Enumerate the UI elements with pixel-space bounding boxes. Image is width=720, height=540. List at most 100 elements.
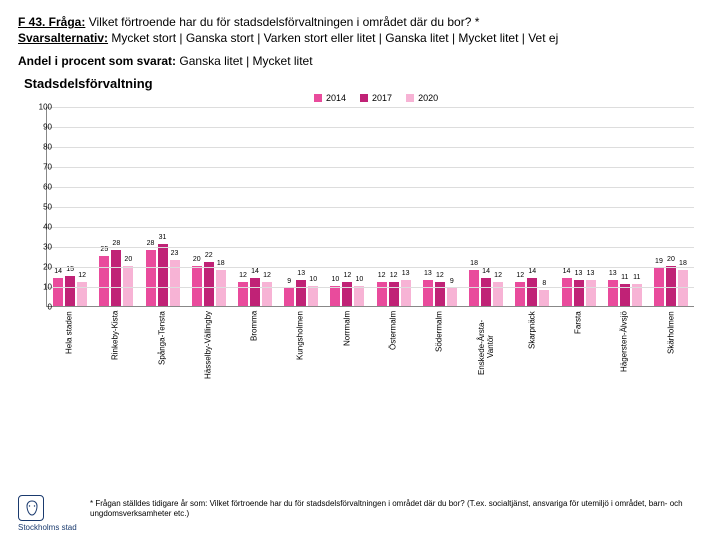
andel-label: Andel i procent som svarat: bbox=[18, 54, 176, 68]
logo-mark bbox=[18, 495, 44, 521]
question-line: F 43. Fråga: Vilket förtroende har du fö… bbox=[18, 14, 702, 46]
bar: 20 bbox=[123, 266, 133, 306]
legend: 2014 2017 2020 bbox=[314, 93, 438, 103]
plot-area: 1415122528202831232022181214129131010121… bbox=[46, 107, 694, 307]
bar-value: 8 bbox=[542, 280, 546, 287]
bar: 13 bbox=[423, 280, 433, 306]
bar: 12 bbox=[435, 282, 445, 306]
bar: 13 bbox=[574, 280, 584, 306]
andel-text: Ganska litet | Mycket litet bbox=[176, 54, 313, 68]
andel-line: Andel i procent som svarat: Ganska litet… bbox=[18, 54, 702, 68]
bar-value: 20 bbox=[124, 256, 132, 263]
bar-value: 12 bbox=[436, 272, 444, 279]
bar-value: 13 bbox=[297, 270, 305, 277]
gridline bbox=[47, 267, 694, 268]
bar: 10 bbox=[330, 286, 340, 306]
x-label: Enskede-Årsta-Vantör bbox=[463, 311, 509, 383]
bar-value: 12 bbox=[390, 272, 398, 279]
gridline bbox=[47, 147, 694, 148]
y-tick: 20 bbox=[32, 263, 52, 272]
bar-value: 20 bbox=[193, 256, 201, 263]
gridline bbox=[47, 287, 694, 288]
bar: 31 bbox=[158, 244, 168, 306]
x-label: Spånga-Tensta bbox=[139, 311, 185, 383]
x-axis-labels: Hela stadenRinkeby-KistaSpånga-TenstaHäs… bbox=[46, 311, 694, 383]
logo: Stockholms stad bbox=[18, 495, 78, 532]
bar-value: 13 bbox=[609, 270, 617, 277]
bar-value: 18 bbox=[470, 260, 478, 267]
bar-value: 22 bbox=[205, 252, 213, 259]
bar-value: 10 bbox=[309, 276, 317, 283]
bar-value: 12 bbox=[263, 272, 271, 279]
y-tick: 80 bbox=[32, 143, 52, 152]
bar-value: 9 bbox=[450, 278, 454, 285]
gridline bbox=[47, 227, 694, 228]
bar: 9 bbox=[447, 288, 457, 306]
bar-value: 12 bbox=[344, 272, 352, 279]
x-label: Kungsholmen bbox=[277, 311, 323, 383]
legend-label: 2020 bbox=[418, 93, 438, 103]
x-label: Östermalm bbox=[370, 311, 416, 383]
bar-value: 19 bbox=[655, 258, 663, 265]
bar-value: 12 bbox=[239, 272, 247, 279]
bar-value: 14 bbox=[251, 268, 259, 275]
bar-value: 10 bbox=[356, 276, 364, 283]
legend-swatch bbox=[314, 94, 322, 102]
y-tick: 100 bbox=[32, 103, 52, 112]
bar: 9 bbox=[284, 288, 294, 306]
bar: 20 bbox=[192, 266, 202, 306]
bar: 13 bbox=[296, 280, 306, 306]
bar: 12 bbox=[377, 282, 387, 306]
bar: 12 bbox=[77, 282, 87, 306]
bar: 12 bbox=[262, 282, 272, 306]
legend-swatch bbox=[360, 94, 368, 102]
gridline bbox=[47, 247, 694, 248]
bar-value: 20 bbox=[667, 256, 675, 263]
question-text: Vilket förtroende har du för stadsdelsfö… bbox=[85, 15, 479, 29]
bar: 13 bbox=[608, 280, 618, 306]
bar-value: 12 bbox=[494, 272, 502, 279]
x-label: Farsta bbox=[555, 311, 601, 383]
bar: 10 bbox=[354, 286, 364, 306]
x-label: Skarpnäck bbox=[509, 311, 555, 383]
bar-value: 14 bbox=[482, 268, 490, 275]
bar: 18 bbox=[469, 270, 479, 306]
y-tick: 40 bbox=[32, 223, 52, 232]
y-tick: 70 bbox=[32, 163, 52, 172]
bar-value: 9 bbox=[287, 278, 291, 285]
bar: 25 bbox=[99, 256, 109, 306]
bar: 12 bbox=[238, 282, 248, 306]
logo-text: Stockholms stad bbox=[18, 523, 78, 532]
bar-value: 11 bbox=[633, 274, 640, 281]
bar-value: 12 bbox=[516, 272, 524, 279]
question-label: F 43. Fråga: bbox=[18, 15, 85, 29]
legend-item: 2017 bbox=[360, 93, 392, 103]
bar: 14 bbox=[481, 278, 491, 306]
bar: 28 bbox=[146, 250, 156, 306]
bar: 18 bbox=[216, 270, 226, 306]
bar: 12 bbox=[493, 282, 503, 306]
legend-label: 2017 bbox=[372, 93, 392, 103]
bar: 22 bbox=[204, 262, 214, 306]
bar-value: 13 bbox=[402, 270, 410, 277]
bar-value: 13 bbox=[575, 270, 583, 277]
bar-value: 12 bbox=[78, 272, 86, 279]
bar: 14 bbox=[53, 278, 63, 306]
bar-value: 14 bbox=[528, 268, 536, 275]
bar-value: 28 bbox=[112, 240, 120, 247]
y-tick: 90 bbox=[32, 123, 52, 132]
legend-swatch bbox=[406, 94, 414, 102]
footer: Stockholms stad * Frågan ställdes tidiga… bbox=[18, 495, 702, 532]
x-label: Hässelby-Vällingby bbox=[185, 311, 231, 383]
gridline bbox=[47, 107, 694, 108]
bar: 12 bbox=[342, 282, 352, 306]
x-label: Södermalm bbox=[416, 311, 462, 383]
x-label: Skärholmen bbox=[648, 311, 694, 383]
y-tick: 0 bbox=[32, 303, 52, 312]
bar-value: 18 bbox=[679, 260, 687, 267]
bar: 14 bbox=[562, 278, 572, 306]
gridline bbox=[47, 207, 694, 208]
y-tick: 30 bbox=[32, 243, 52, 252]
legend-label: 2014 bbox=[326, 93, 346, 103]
footnote: * Frågan ställdes tidigare år som: Vilke… bbox=[90, 495, 702, 520]
